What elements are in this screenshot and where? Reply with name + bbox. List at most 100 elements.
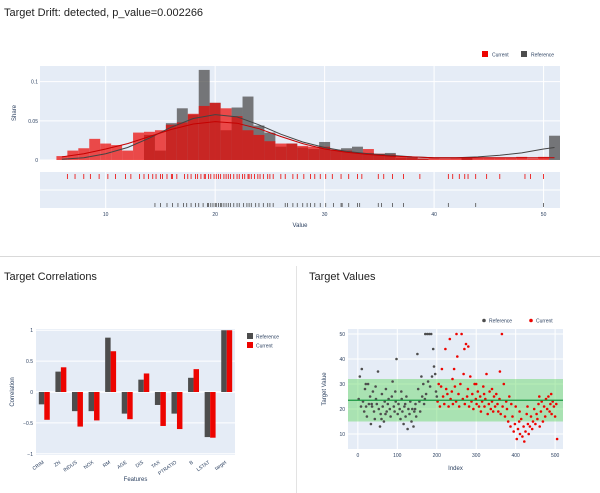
current-point xyxy=(452,367,456,371)
current-point xyxy=(532,407,536,411)
current-point xyxy=(553,415,557,418)
current-bar xyxy=(56,156,68,160)
reference-point xyxy=(406,427,409,431)
reference-point xyxy=(371,390,375,393)
reference-point xyxy=(404,415,407,418)
current-point xyxy=(488,390,491,393)
reference-point xyxy=(414,415,418,418)
reference-bar xyxy=(221,330,227,392)
current-point xyxy=(526,405,529,408)
x-tick-label: CRIM xyxy=(32,460,46,472)
current-point xyxy=(483,405,486,408)
y-tick-label: 40 xyxy=(339,357,345,363)
current-point xyxy=(530,427,534,431)
current-bar xyxy=(143,373,150,392)
reference-point xyxy=(424,332,427,336)
legend-reference-label: Reference xyxy=(531,53,554,59)
reference-point xyxy=(422,402,426,406)
current-point xyxy=(486,412,489,416)
reference-point xyxy=(393,410,396,413)
reference-point xyxy=(366,382,370,386)
current-bar xyxy=(198,105,210,160)
current-bar xyxy=(417,158,429,160)
x-tick-label: INDUS xyxy=(62,459,79,473)
current-point xyxy=(541,420,545,423)
current-point xyxy=(508,395,511,398)
reference-point xyxy=(396,412,399,416)
current-bar xyxy=(226,330,233,392)
reference-point xyxy=(367,402,371,406)
legend-reference-label: Reference xyxy=(489,319,512,325)
current-point xyxy=(497,410,500,413)
current-bar xyxy=(209,102,221,160)
x-tick-label: 500 xyxy=(551,453,560,459)
reference-bar xyxy=(242,96,254,160)
reference-point xyxy=(384,387,388,391)
reference-point xyxy=(399,417,402,421)
current-point xyxy=(463,402,467,406)
current-bar xyxy=(220,108,232,160)
current-point xyxy=(511,415,514,418)
y-tick-label: 10 xyxy=(339,432,345,438)
current-point xyxy=(549,402,552,406)
y-axis-label: Correlation xyxy=(10,377,16,406)
reference-bar xyxy=(105,337,111,392)
current-point xyxy=(536,417,539,421)
current-point xyxy=(509,425,512,428)
current-point xyxy=(503,415,507,418)
x-axis-label: Index xyxy=(448,466,463,472)
current-bar xyxy=(494,157,506,160)
current-point xyxy=(516,427,520,431)
reference-point xyxy=(403,402,407,406)
reference-point xyxy=(388,407,392,411)
reference-point xyxy=(380,417,383,421)
reference-point xyxy=(411,407,414,411)
current-point xyxy=(439,385,443,388)
current-point xyxy=(491,410,495,413)
current-point xyxy=(485,372,488,376)
reference-point xyxy=(375,402,379,406)
reference-point xyxy=(386,402,390,406)
current-point xyxy=(437,382,440,386)
reference-point xyxy=(420,395,424,398)
current-point xyxy=(459,382,462,386)
reference-point xyxy=(430,375,434,378)
current-point xyxy=(451,402,455,406)
current-bar xyxy=(384,154,396,160)
reference-point xyxy=(413,407,417,411)
reference-point xyxy=(416,352,419,356)
current-point xyxy=(523,440,526,443)
y-tick-label: 0.1 xyxy=(31,80,38,86)
legend-reference-swatch xyxy=(521,51,527,57)
y-tick-label: 50 xyxy=(339,332,345,338)
current-point xyxy=(501,405,504,408)
current-bar xyxy=(193,369,200,392)
current-bar xyxy=(275,143,287,160)
correlations-chart: −1 −0.5 0 0.5 1 CRIM ZN INDUS NOX RM AGE DIS TAXPTRA… xyxy=(10,328,279,483)
reference-point xyxy=(389,415,392,418)
current-point xyxy=(495,392,498,396)
reference-point xyxy=(380,392,384,396)
current-bar xyxy=(505,157,517,160)
current-bar xyxy=(122,150,134,160)
legend-reference-marker xyxy=(482,318,486,323)
x-tick-label: B xyxy=(189,459,196,466)
current-point xyxy=(552,405,556,408)
current-point xyxy=(465,395,469,398)
current-point xyxy=(502,382,506,386)
current-point xyxy=(545,407,549,411)
current-point xyxy=(478,395,482,398)
legend-current-label: Current xyxy=(256,344,273,350)
current-bar xyxy=(44,392,50,420)
legend-current-swatch xyxy=(247,342,253,348)
y-axis-label: Target Value xyxy=(322,372,328,406)
legend-reference-swatch xyxy=(247,333,253,339)
current-point xyxy=(528,425,532,428)
x-tick-label: DIS xyxy=(135,459,146,469)
page-title: Target Drift: detected, p_value=0.002266 xyxy=(4,7,204,19)
legend-current-label: Current xyxy=(536,319,553,325)
current-point xyxy=(467,405,471,408)
current-point xyxy=(531,420,535,423)
current-bar xyxy=(154,130,166,160)
y-tick-label: 0 xyxy=(30,390,33,396)
